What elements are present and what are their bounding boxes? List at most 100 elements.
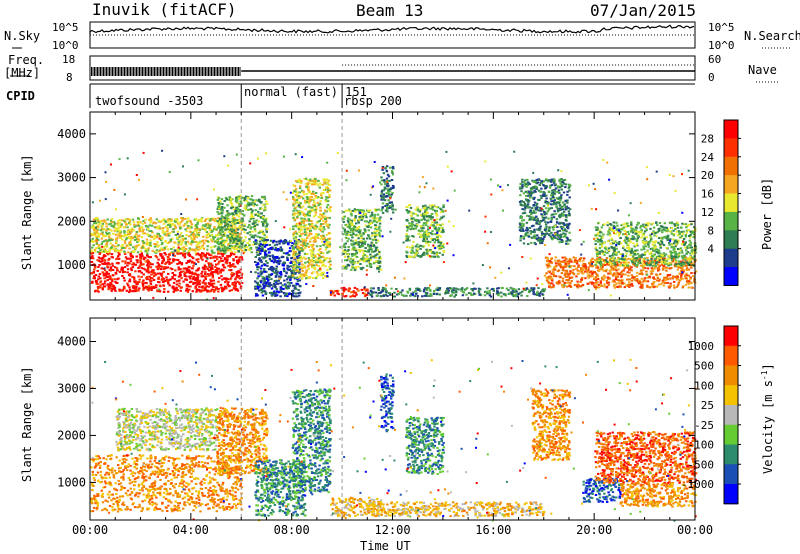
power-cell <box>319 206 322 209</box>
power-cell <box>204 229 207 232</box>
power-cell <box>328 237 332 240</box>
power-cell <box>214 245 217 248</box>
power-cell <box>95 242 99 245</box>
power-cell <box>237 210 240 213</box>
power-cell <box>178 273 182 276</box>
power-cell <box>416 214 419 217</box>
freq-panel-frame <box>89 55 696 81</box>
power-cell <box>255 219 258 222</box>
power-cell <box>226 210 229 212</box>
power-cell <box>367 234 370 237</box>
power-cell <box>238 202 241 205</box>
power-cell <box>347 290 350 293</box>
power-cell <box>130 235 133 238</box>
power-cell <box>142 256 146 259</box>
power-cell <box>234 206 237 209</box>
power-cell <box>214 240 217 243</box>
power-cell <box>349 210 352 213</box>
power-cell <box>291 284 295 287</box>
nsky-label: N.Sky <box>4 29 41 43</box>
power-cell <box>241 213 244 216</box>
power-cell <box>259 247 263 250</box>
power-cell <box>329 260 332 263</box>
power-cell <box>258 236 262 239</box>
power-cell <box>417 254 420 257</box>
power-cell <box>240 223 244 226</box>
power-cell <box>217 272 220 275</box>
power-cell <box>406 219 409 222</box>
power-cell <box>317 184 320 187</box>
power-cell <box>110 289 113 292</box>
power-cell <box>381 168 384 171</box>
power-cell <box>256 262 260 265</box>
power-cell <box>302 266 306 269</box>
power-cell <box>432 251 435 253</box>
power-cell <box>141 232 145 235</box>
power-cell <box>320 192 323 195</box>
power-cell <box>103 240 106 243</box>
power-cell <box>131 290 134 293</box>
power-cell <box>164 219 167 222</box>
power-cell <box>291 192 295 195</box>
power-cell <box>258 244 261 247</box>
power-cell <box>115 267 119 270</box>
power-cell <box>157 227 160 229</box>
power-cell <box>164 231 167 234</box>
power-cell <box>435 218 438 221</box>
power-cell <box>228 196 231 199</box>
power-cell <box>405 233 408 236</box>
power-cell <box>157 233 160 235</box>
power-cell <box>232 258 235 261</box>
power-cell <box>195 290 198 293</box>
power-cell <box>217 207 221 210</box>
power-cell <box>172 260 175 263</box>
power-cell <box>96 269 99 272</box>
power-cell <box>98 259 101 262</box>
power-cell <box>533 241 536 244</box>
power-cell <box>226 283 229 286</box>
power-cell <box>307 257 310 260</box>
power-cell <box>419 289 422 292</box>
power-cell <box>139 249 143 252</box>
power-cell <box>285 241 288 244</box>
power-cell <box>156 234 159 237</box>
power-cell <box>228 242 232 245</box>
power-cell <box>280 256 283 259</box>
power-cell <box>104 274 107 277</box>
power-cell <box>103 220 106 223</box>
power-cell <box>309 206 313 209</box>
power-cell <box>540 197 543 200</box>
power-cell <box>92 257 95 260</box>
power-cell <box>287 265 290 268</box>
power-cell <box>203 264 207 267</box>
power-cell <box>119 226 122 229</box>
power-cell <box>194 217 198 220</box>
power-cell <box>204 225 207 228</box>
power-cell <box>306 260 310 263</box>
power-cell <box>209 262 213 265</box>
power-cell <box>118 219 121 222</box>
power-cell <box>167 218 170 221</box>
power-cell <box>118 288 121 291</box>
power-cell <box>177 241 180 244</box>
power-cell <box>272 257 275 260</box>
power-cell <box>94 222 97 224</box>
power-cell <box>249 248 252 250</box>
power-cell <box>267 248 270 251</box>
power-cell <box>171 275 174 278</box>
power-cell <box>259 216 263 219</box>
power-cell <box>298 212 302 215</box>
power-cell <box>414 253 417 256</box>
power-cell <box>174 269 177 272</box>
power-cell <box>262 287 265 290</box>
power-cell <box>252 217 255 220</box>
power-cell <box>431 221 434 224</box>
power-cell <box>217 290 220 293</box>
power-cell <box>160 219 164 222</box>
power-cell <box>324 215 327 218</box>
power-cell <box>236 222 240 224</box>
power-cell <box>294 295 297 298</box>
power-cell <box>158 284 162 287</box>
power-cell <box>103 263 106 265</box>
power-cell <box>99 277 102 280</box>
